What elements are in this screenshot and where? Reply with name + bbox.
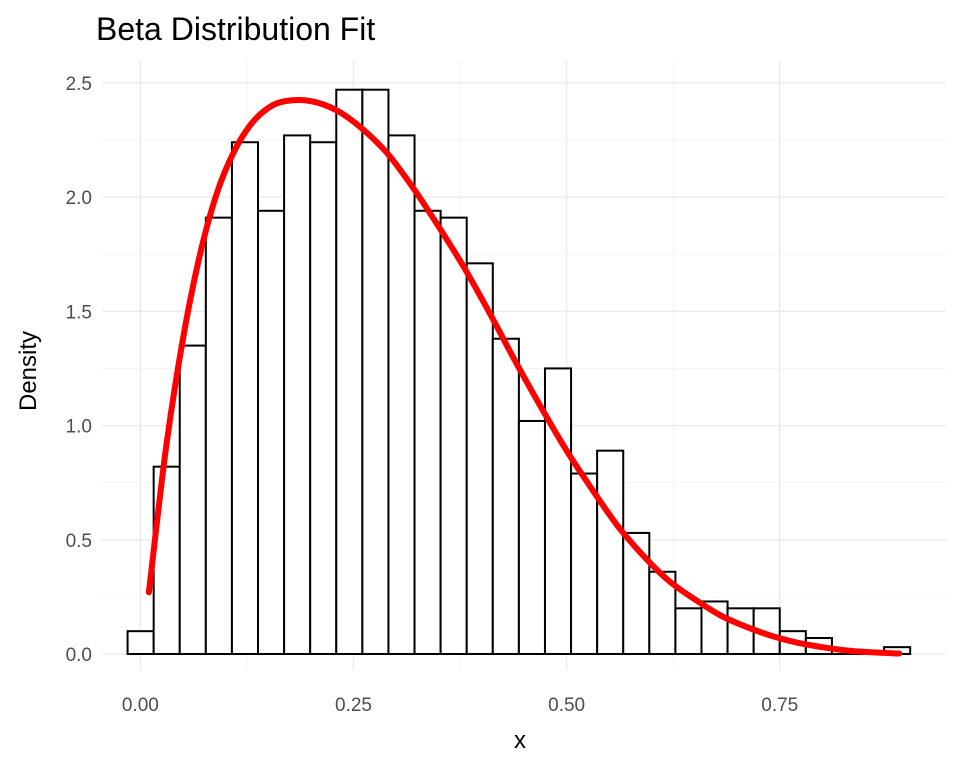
histogram-bar [570, 472, 599, 656]
histogram-bar [361, 88, 390, 656]
histogram-bars [126, 88, 912, 656]
y-axis-ticks: 0.0 0.5 1.0 1.5 2.0 2.5 [66, 74, 92, 666]
histogram-bar [257, 209, 286, 656]
histogram-bar [491, 337, 520, 656]
histogram-bar [517, 419, 546, 656]
histogram-bar [648, 570, 677, 656]
histogram-bar [178, 344, 207, 656]
histogram-bar [283, 134, 312, 656]
x-tick-label: 0.25 [335, 695, 372, 716]
beta-fit-curve [145, 97, 903, 657]
histogram-bar [596, 449, 625, 656]
y-tick-label: 0.0 [66, 645, 92, 666]
y-tick-label: 1.0 [66, 417, 92, 438]
histogram-bar [387, 134, 416, 656]
histogram-bar [230, 141, 260, 656]
x-tick-label: 0.50 [548, 695, 585, 716]
y-tick-label: 2.0 [66, 188, 92, 209]
histogram-bar [126, 630, 155, 656]
histogram-bar [204, 216, 233, 656]
histogram-bar [439, 216, 468, 656]
histogram-bar [335, 88, 364, 656]
histogram-bar [543, 367, 573, 656]
histogram-bar [309, 141, 338, 656]
x-tick-label: 0.75 [761, 695, 798, 716]
x-axis-label: x [514, 727, 526, 754]
histogram-bar [622, 531, 651, 656]
y-axis-label: Density [15, 331, 42, 411]
y-tick-label: 1.5 [66, 302, 92, 323]
histogram-bar [674, 607, 703, 656]
histogram-bar [413, 209, 442, 656]
y-tick-label: 0.5 [66, 531, 92, 552]
chart-title: Beta Distribution Fit [96, 11, 375, 47]
histogram-bar [465, 262, 494, 656]
x-tick-label: 0.00 [122, 695, 159, 716]
x-axis-ticks: 0.00 0.25 0.50 0.75 [122, 695, 798, 716]
y-tick-label: 2.5 [66, 74, 92, 95]
